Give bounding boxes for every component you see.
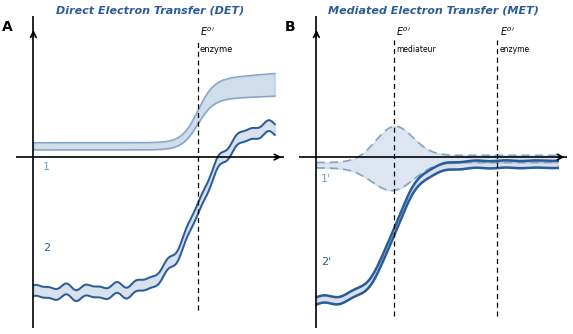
Title: Mediated Electron Transfer (MET): Mediated Electron Transfer (MET) <box>328 6 539 16</box>
Text: 1: 1 <box>43 162 50 172</box>
Title: Direct Electron Transfer (DET): Direct Electron Transfer (DET) <box>56 6 245 16</box>
Text: A: A <box>2 20 13 34</box>
Text: $\mathit{E}^{o\prime}$: $\mathit{E}^{o\prime}$ <box>200 26 215 38</box>
Text: $\mathit{E}^{o\prime}$: $\mathit{E}^{o\prime}$ <box>500 26 515 38</box>
Text: 2': 2' <box>321 257 331 267</box>
Text: $\mathit{E}^{o\prime}$: $\mathit{E}^{o\prime}$ <box>396 26 411 38</box>
Text: 2: 2 <box>43 243 50 253</box>
Text: enzyme: enzyme <box>200 45 233 54</box>
Text: mediateur: mediateur <box>396 45 436 54</box>
Text: 1': 1' <box>321 174 331 184</box>
Y-axis label: Current density j (mA.cm$^{-2}$): Current density j (mA.cm$^{-2}$) <box>240 113 255 232</box>
Text: enzyme: enzyme <box>500 45 530 54</box>
Text: B: B <box>285 20 296 34</box>
